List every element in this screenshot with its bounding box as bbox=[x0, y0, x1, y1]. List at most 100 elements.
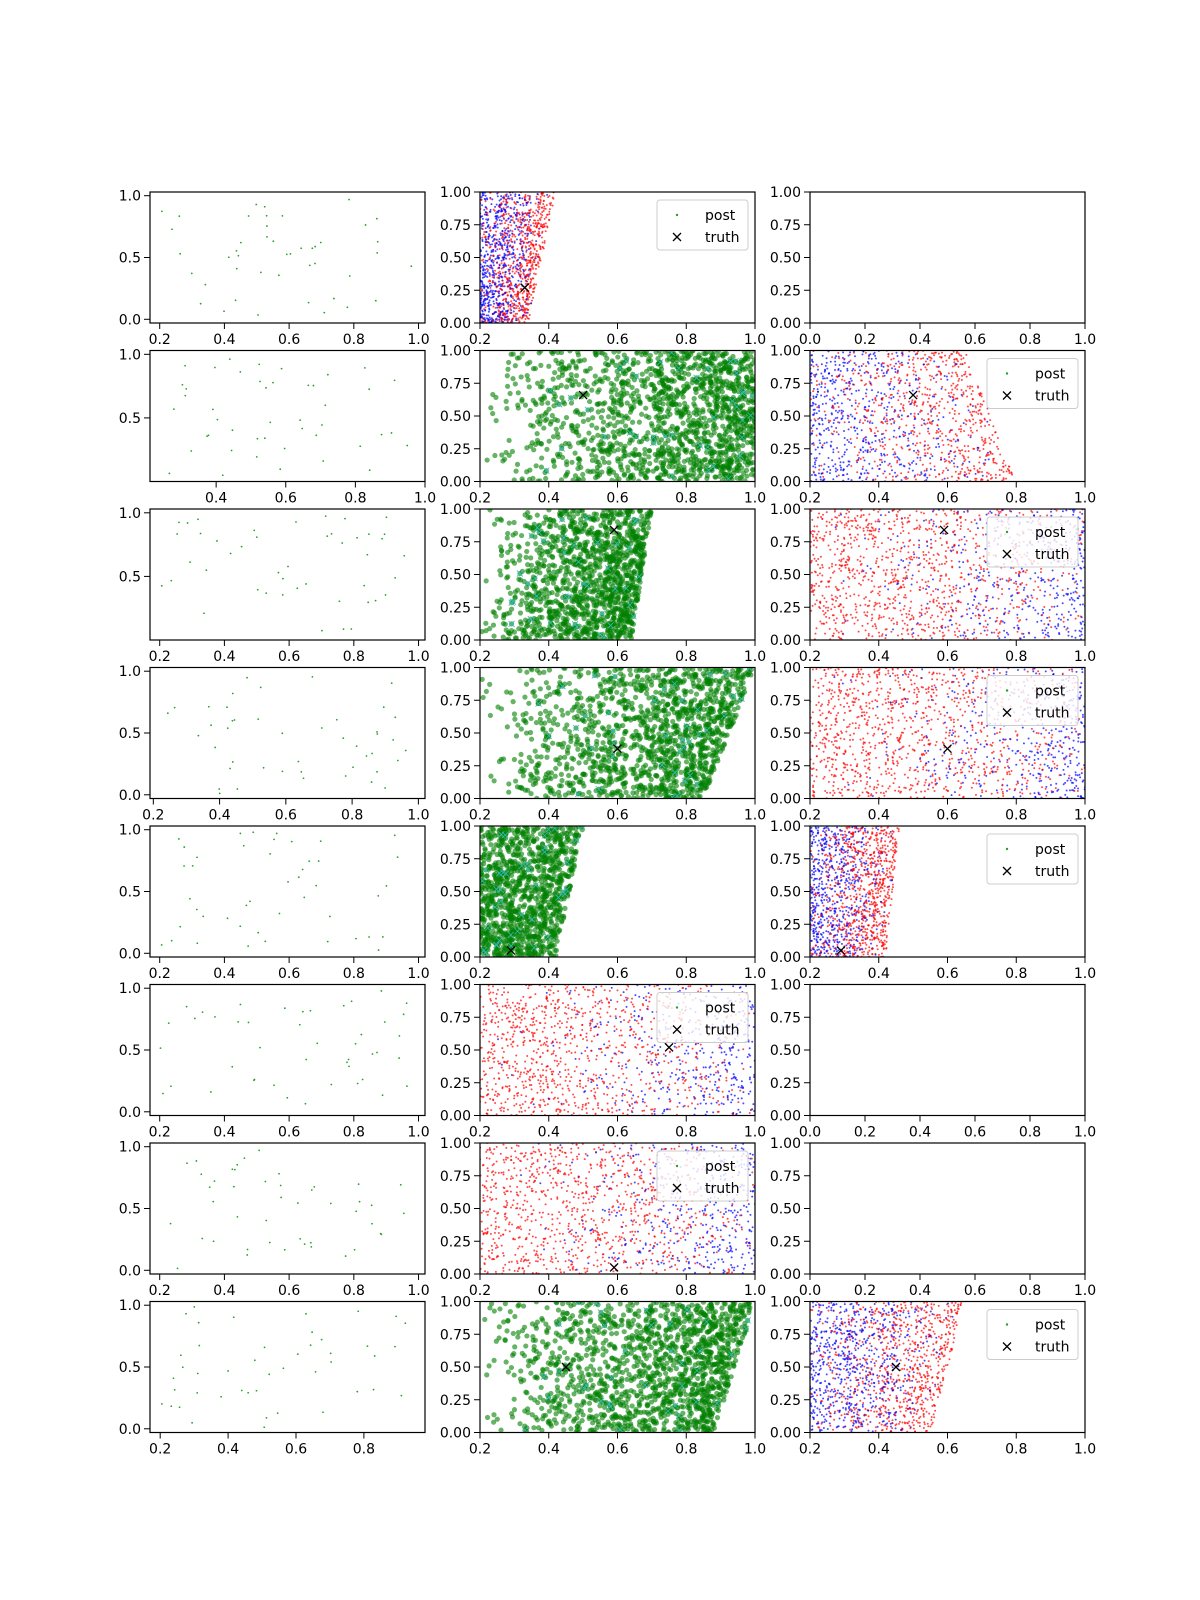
posterior-point bbox=[555, 417, 561, 424]
posterior-point bbox=[847, 440, 850, 443]
posterior-point bbox=[915, 442, 918, 445]
posterior-point bbox=[982, 444, 985, 447]
posterior-point bbox=[683, 406, 689, 413]
posterior-point bbox=[898, 366, 901, 369]
posterior-point bbox=[935, 380, 938, 383]
posterior-point bbox=[862, 422, 865, 425]
posterior-point bbox=[682, 400, 688, 406]
posterior-point bbox=[871, 410, 874, 413]
posterior-point bbox=[538, 464, 544, 470]
posterior-point bbox=[886, 369, 889, 372]
sample-point bbox=[171, 228, 173, 231]
posterior-point bbox=[513, 206, 516, 209]
posterior-point bbox=[810, 354, 813, 357]
posterior-point bbox=[900, 361, 903, 364]
posterior-point bbox=[915, 405, 918, 408]
posterior-point bbox=[522, 226, 525, 229]
posterior-point bbox=[818, 468, 821, 471]
posterior-point bbox=[874, 478, 877, 481]
posterior-point bbox=[485, 213, 488, 216]
y-tick-label: 0.50 bbox=[440, 409, 471, 425]
posterior-point bbox=[969, 436, 972, 439]
posterior-point bbox=[916, 456, 919, 459]
posterior-point bbox=[853, 426, 856, 429]
axes-frame bbox=[809, 191, 1086, 324]
posterior-point bbox=[853, 355, 856, 358]
posterior-point bbox=[697, 460, 703, 467]
posterior-point bbox=[903, 409, 906, 412]
posterior-point bbox=[924, 473, 927, 476]
posterior-point bbox=[723, 396, 729, 402]
posterior-point bbox=[817, 417, 820, 420]
posterior-point bbox=[961, 454, 964, 457]
posterior-point bbox=[622, 428, 628, 434]
posterior-point bbox=[689, 448, 696, 454]
posterior-point bbox=[530, 423, 536, 429]
posterior-point bbox=[907, 415, 910, 418]
posterior-point bbox=[942, 416, 945, 419]
posterior-point bbox=[848, 360, 851, 363]
posterior-point bbox=[961, 449, 964, 452]
posterior-point bbox=[830, 432, 833, 435]
posterior-point bbox=[891, 475, 894, 478]
posterior-point bbox=[908, 382, 911, 385]
posterior-point bbox=[655, 475, 661, 481]
posterior-point bbox=[530, 293, 533, 296]
y-tick-label: 1.00 bbox=[440, 344, 471, 360]
posterior-point bbox=[825, 428, 828, 431]
posterior-point bbox=[708, 379, 714, 386]
posterior-point bbox=[534, 273, 537, 276]
posterior-point bbox=[524, 275, 527, 278]
posterior-point bbox=[843, 393, 846, 396]
posterior-point bbox=[639, 352, 645, 358]
posterior-point bbox=[532, 290, 535, 293]
posterior-point bbox=[530, 302, 533, 305]
posterior-point bbox=[820, 417, 823, 420]
posterior-point bbox=[507, 227, 510, 230]
posterior-point bbox=[962, 422, 965, 425]
posterior-point bbox=[735, 447, 741, 453]
posterior-point bbox=[926, 387, 929, 390]
posterior-point bbox=[968, 472, 971, 475]
posterior-point bbox=[941, 478, 944, 481]
sample-point bbox=[205, 569, 208, 572]
posterior-point bbox=[509, 193, 512, 196]
posterior-point bbox=[484, 211, 487, 214]
posterior-point bbox=[540, 216, 543, 219]
posterior-point bbox=[525, 262, 528, 265]
posterior-point bbox=[881, 438, 884, 441]
y-tick-label: 1.0 bbox=[119, 189, 141, 205]
posterior-point bbox=[484, 309, 487, 312]
posterior-point bbox=[519, 291, 522, 294]
posterior-point bbox=[520, 317, 523, 320]
posterior-point bbox=[613, 362, 619, 368]
posterior-point bbox=[482, 222, 485, 225]
posterior-point bbox=[723, 378, 730, 384]
posterior-point bbox=[513, 201, 516, 204]
posterior-point bbox=[846, 397, 849, 400]
posterior-point bbox=[502, 217, 505, 220]
posterior-point bbox=[609, 394, 615, 400]
posterior-point bbox=[986, 420, 989, 423]
posterior-point bbox=[816, 388, 819, 391]
posterior-point bbox=[530, 252, 533, 255]
posterior-point bbox=[492, 305, 495, 308]
posterior-point bbox=[840, 378, 843, 381]
posterior-point bbox=[818, 464, 821, 467]
posterior-point bbox=[639, 383, 646, 389]
posterior-point bbox=[941, 432, 944, 435]
posterior-point bbox=[500, 222, 503, 225]
posterior-point bbox=[945, 375, 948, 378]
posterior-point bbox=[956, 397, 959, 400]
posterior-point bbox=[599, 407, 606, 414]
sample-cross bbox=[737, 452, 744, 459]
posterior-point bbox=[969, 426, 972, 429]
posterior-point bbox=[837, 405, 840, 408]
posterior-point bbox=[881, 397, 884, 400]
posterior-point bbox=[839, 464, 842, 467]
posterior-point bbox=[514, 235, 517, 238]
posterior-point bbox=[970, 392, 973, 395]
posterior-point bbox=[704, 350, 710, 355]
posterior-point bbox=[504, 276, 507, 279]
posterior-point bbox=[842, 388, 845, 391]
